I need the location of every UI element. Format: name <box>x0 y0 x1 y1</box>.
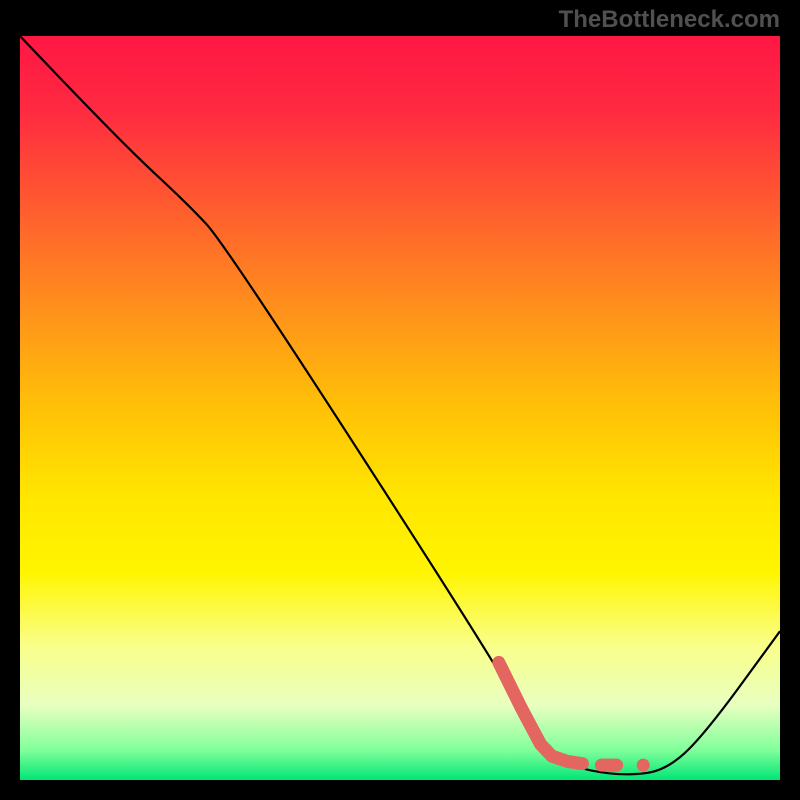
chart-area <box>20 36 780 780</box>
watermark-text: TheBottleneck.com <box>559 6 780 34</box>
chart-svg <box>20 36 780 780</box>
highlight-dot <box>637 759 650 772</box>
chart-background <box>20 36 780 780</box>
